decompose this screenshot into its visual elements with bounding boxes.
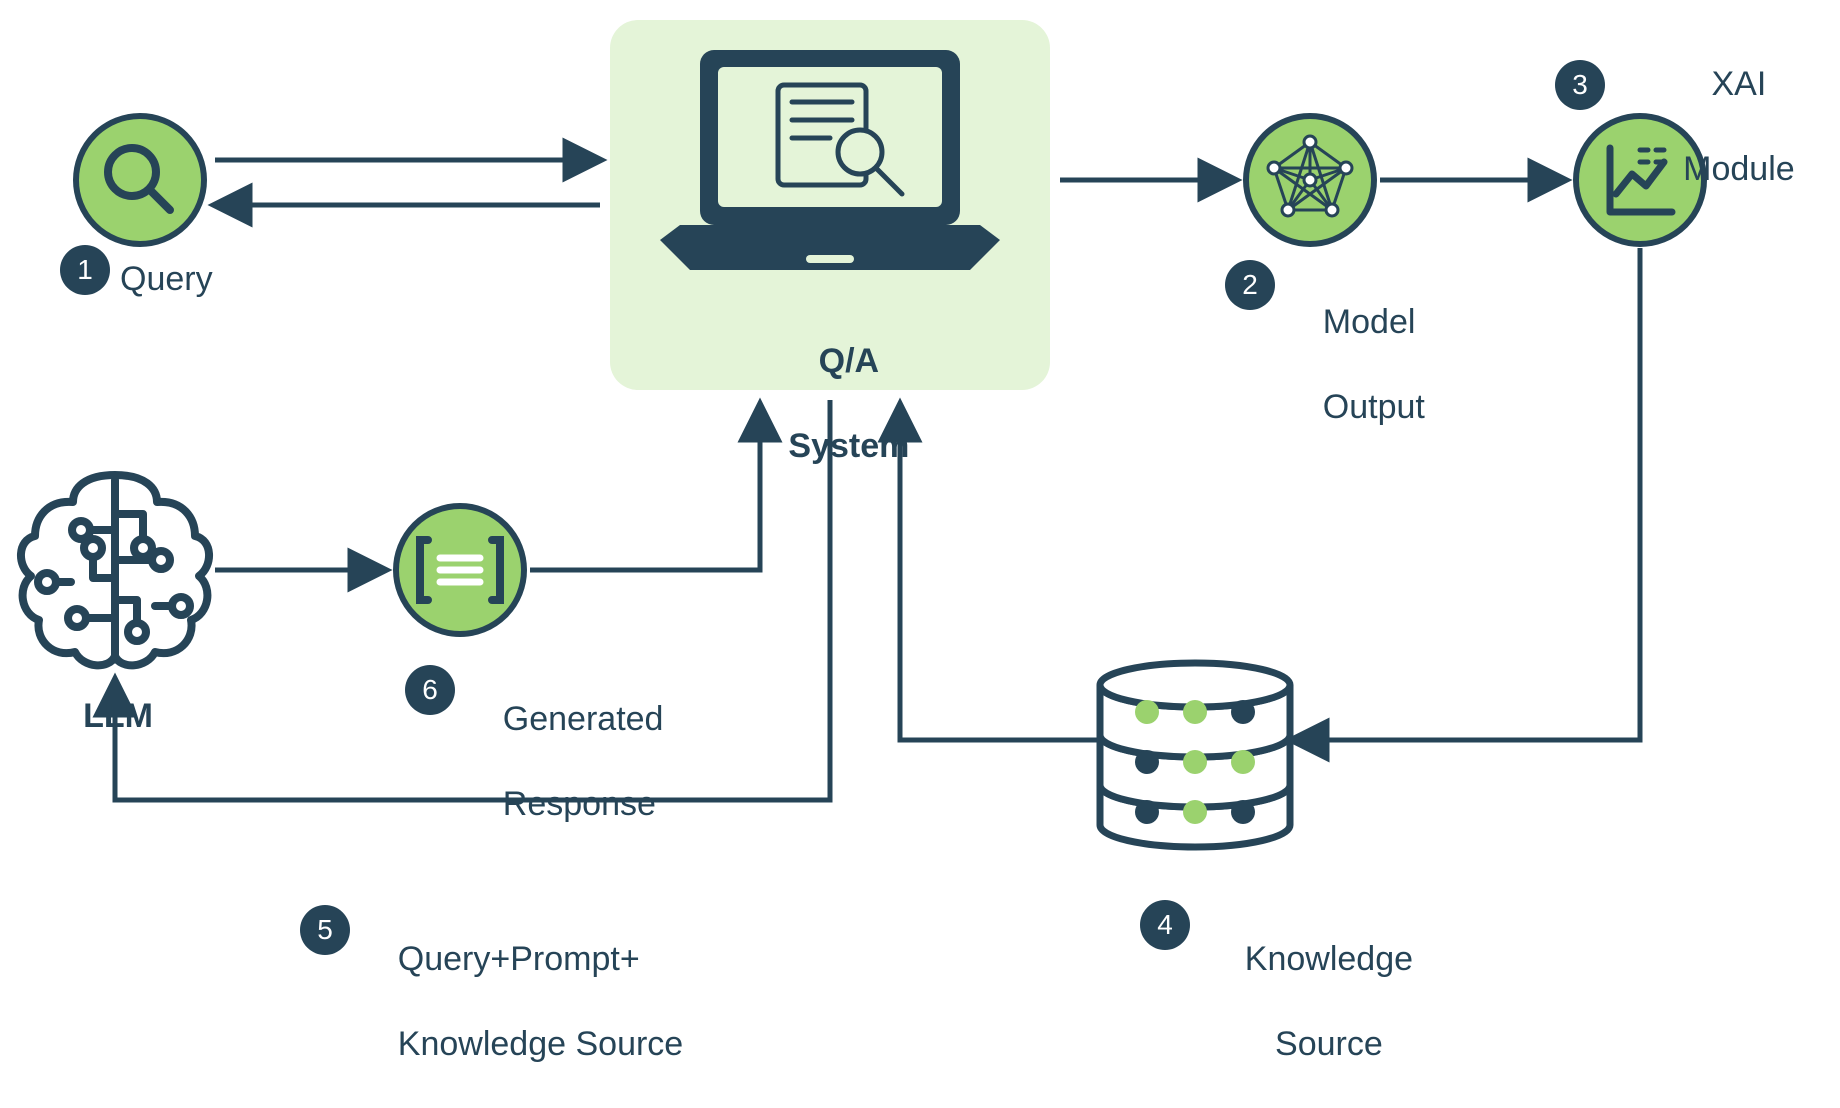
- badge-2: 2: [1225, 260, 1275, 310]
- badge-1-num: 1: [77, 254, 93, 286]
- model-output-node: [1246, 116, 1374, 244]
- badge-5: 5: [300, 905, 350, 955]
- query-node: [76, 116, 204, 244]
- badge-2-num: 2: [1242, 269, 1258, 301]
- edge-gen-qa: [530, 405, 760, 570]
- badge-3: 3: [1555, 60, 1605, 110]
- knowledge-source-label: Knowledge Source: [1207, 895, 1413, 1108]
- prompt-label: Query+Prompt+ Knowledge Source: [360, 895, 683, 1108]
- diagram-svg: [0, 0, 1840, 1032]
- laptop-icon: [660, 50, 1000, 270]
- model-output-label: Model Output: [1285, 258, 1425, 471]
- xai-label: XAI Module: [1645, 20, 1794, 233]
- badge-4-num: 4: [1157, 909, 1173, 941]
- badge-6-num: 6: [422, 674, 438, 706]
- generated-response-node: [396, 506, 524, 634]
- edge-db-qa: [900, 405, 1098, 740]
- diagram-stage: 1 2 3 4 5 6 Query Q/A System Model Outpu…: [0, 0, 1840, 1032]
- badge-6: 6: [405, 665, 455, 715]
- badge-3-num: 3: [1572, 69, 1588, 101]
- badge-4: 4: [1140, 900, 1190, 950]
- badge-5-num: 5: [317, 914, 333, 946]
- generated-response-label: Generated Response: [465, 655, 663, 868]
- badge-1: 1: [60, 245, 110, 295]
- brain-circuit-icon: [21, 475, 209, 665]
- query-label: Query: [120, 258, 213, 301]
- qa-label: Q/A System: [751, 297, 910, 510]
- llm-label: LLM: [83, 695, 153, 738]
- database-icon: [1100, 663, 1290, 847]
